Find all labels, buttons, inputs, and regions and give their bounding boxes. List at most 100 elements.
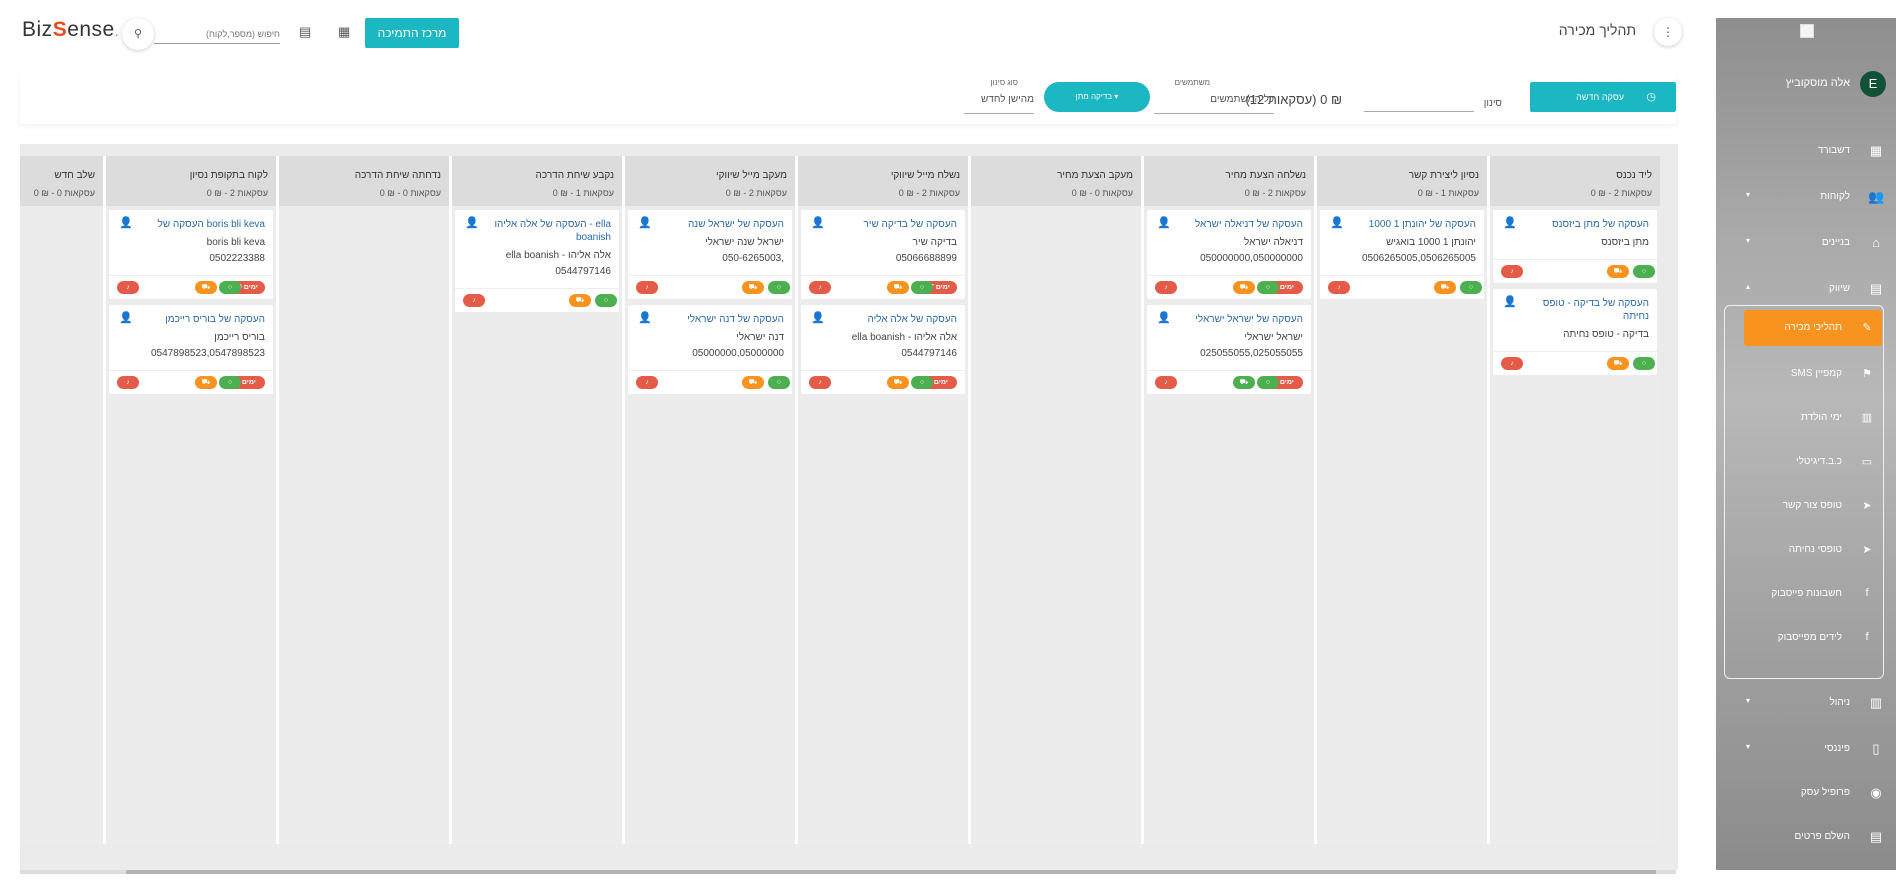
chat-icon[interactable]: ○: [219, 281, 241, 294]
submenu-item-4[interactable]: ➤ טופס צור קשר: [1744, 488, 1882, 524]
deal-title[interactable]: העסקה של יהונתן 1 1000: [1368, 219, 1476, 230]
sort-select[interactable]: מהישן לחדש: [964, 94, 1034, 114]
person-icon: 👤: [119, 217, 133, 229]
bell-icon[interactable]: ♪: [636, 376, 658, 389]
chat-icon[interactable]: ○: [1633, 265, 1655, 278]
sidebar-bottom-item-2[interactable]: ◉ פרופיל עסק: [1716, 776, 1896, 810]
deals-summary: (12 עסקאות) 0 ₪: [1245, 92, 1342, 107]
deal-card[interactable]: 👤 העסקה של בוריס רייכמן בוריס רייכמן 054789…: [109, 305, 273, 394]
deal-card[interactable]: 👤 העסקה של ישראל ישראלי ישראל ישראלי 025055…: [1147, 305, 1311, 394]
cart-icon[interactable]: ⛟: [195, 376, 217, 389]
submenu-item-0[interactable]: ✎ תהליכי מכירה: [1744, 310, 1882, 346]
bell-icon[interactable]: ♪: [809, 281, 831, 294]
deal-card[interactable]: 👤 העסקה של אלה אליהו - ella boanish ella b…: [455, 210, 619, 312]
chat-icon[interactable]: ○: [219, 376, 241, 389]
deal-card[interactable]: 👤 העסקה של בדיקה - טופס נחיתה בדיקה - טופס…: [1493, 289, 1657, 375]
chat-icon[interactable]: ○: [595, 294, 617, 307]
store-icon[interactable]: ▤: [299, 24, 312, 39]
new-deal-button[interactable]: עסקה חדשה ◷: [1530, 82, 1676, 112]
chevron-icon: ▾: [1746, 696, 1751, 705]
sidebar-bottom-item-1[interactable]: ▯ פיננסי ▾: [1716, 732, 1896, 766]
bell-icon[interactable]: ♪: [809, 376, 831, 389]
sidebar-bottom-item-0[interactable]: ▥ ניהול ▾: [1716, 686, 1896, 720]
column-title: מעקב הצעת מחיר: [1057, 170, 1133, 181]
pipeline-select-button[interactable]: בדיקה מתן ▾: [1044, 82, 1150, 112]
chat-icon[interactable]: ○: [768, 281, 790, 294]
cart-icon[interactable]: ⛟: [887, 376, 909, 389]
deal-card[interactable]: 👤 העסקה של דנה ישראלי דנה ישראלי 05000000,0…: [628, 305, 792, 394]
contact-line: 0502223388: [209, 253, 265, 264]
sidebar-bottom-item-3[interactable]: ▤ השלם פרטים: [1716, 820, 1896, 854]
sidebar-item-1[interactable]: 👥 לקוחות ▾: [1716, 180, 1896, 214]
deal-title[interactable]: העסקה של בדיקה שיר: [863, 219, 957, 230]
column-summary: 0 ₪ - 0 עסקאות: [379, 188, 441, 198]
chat-icon[interactable]: ○: [911, 376, 933, 389]
bell-icon[interactable]: ♪: [463, 294, 485, 307]
bell-icon[interactable]: ♪: [636, 281, 658, 294]
sidebar-item-0[interactable]: ▦ דשבורד: [1716, 134, 1896, 168]
person-icon: 👤: [638, 217, 652, 229]
search-input[interactable]: [154, 24, 280, 44]
cart-icon[interactable]: ⛟: [569, 294, 591, 307]
cart-icon[interactable]: ⛟: [1434, 281, 1456, 294]
support-center-button[interactable]: מרכז התמיכה: [365, 18, 459, 48]
deal-card[interactable]: 👤 העסקה של ישראל שנה ישראל שנה ישראלי 050-6…: [628, 210, 792, 299]
user-profile[interactable]: E אלה מוסקוביץ: [1716, 68, 1896, 100]
deal-card[interactable]: 👤 העסקה של דניאלה ישראל דניאלה ישראל 050000…: [1147, 210, 1311, 299]
bell-icon[interactable]: ♪: [117, 376, 139, 389]
deal-title[interactable]: העסקה של בדיקה - טופס נחיתה: [1542, 298, 1649, 322]
submenu-item-6[interactable]: f חשבונות פייסבוק: [1744, 576, 1882, 612]
cart-icon[interactable]: ⛟: [1233, 281, 1255, 294]
chat-icon[interactable]: ○: [1460, 281, 1482, 294]
cart-icon[interactable]: ⛟: [742, 281, 764, 294]
deal-title[interactable]: העסקה של בוריס רייכמן: [165, 314, 265, 325]
submenu-item-2[interactable]: ▥ ימי הולדת: [1744, 400, 1882, 436]
apps-grid-icon[interactable]: ▦: [338, 24, 351, 39]
deal-title[interactable]: העסקה של דניאלה ישראל: [1194, 219, 1303, 230]
deal-card[interactable]: 👤 העסקה של בדיקה שיר בדיקה שיר 05066688899 ♪…: [801, 210, 965, 299]
filter-input[interactable]: [1364, 92, 1474, 112]
submenu-item-7[interactable]: f לידים מפייסבוק: [1744, 620, 1882, 656]
cart-icon[interactable]: ⛟: [1233, 376, 1255, 389]
sidebar-bottom-item-4[interactable]: ▦יומן: [1716, 864, 1896, 870]
chat-icon[interactable]: ○: [1257, 376, 1279, 389]
deal-title[interactable]: העסקה של מתן ביזסנס: [1552, 219, 1649, 230]
sidebar-item-3[interactable]: ▤ שיווק ▴: [1716, 272, 1896, 306]
deal-card[interactable]: 👤 העסקה של יהונתן 1 1000 יהונתן 1 1000 בוא…: [1320, 210, 1484, 299]
deal-title[interactable]: העסקה של דנה ישראלי: [687, 314, 784, 325]
submenu-item-3[interactable]: ▭ כ.ב.דיגיטלי: [1744, 444, 1882, 480]
bell-icon[interactable]: ♪: [1501, 265, 1523, 278]
deal-title[interactable]: העסקה של ישראל שנה: [687, 219, 784, 230]
cart-icon[interactable]: ⛟: [1607, 265, 1629, 278]
cart-icon[interactable]: ⛟: [887, 281, 909, 294]
chat-icon[interactable]: ○: [911, 281, 933, 294]
chat-icon[interactable]: ○: [1633, 357, 1655, 370]
chat-icon[interactable]: ○: [768, 376, 790, 389]
submenu-item-5[interactable]: ➤ טופסי נחיתה: [1744, 532, 1882, 568]
cart-icon[interactable]: ⛟: [742, 376, 764, 389]
search-icon[interactable]: ⚲: [122, 18, 154, 50]
deal-card[interactable]: 👤 העסקה של אלה אליה ella boanish - אלה אלי…: [801, 305, 965, 394]
more-options-icon[interactable]: ⋮: [1654, 18, 1682, 46]
deal-title[interactable]: העסקה של ישראל ישראלי: [1195, 314, 1303, 325]
scrollbar-thumb[interactable]: [126, 870, 1656, 874]
submenu-item-1[interactable]: ⚑ SMS קמפיין: [1744, 356, 1882, 392]
card-divider: [109, 370, 273, 371]
bell-icon[interactable]: ♪: [117, 281, 139, 294]
submenu-item-label: לידים מפייסבוק: [1777, 632, 1842, 643]
chat-icon[interactable]: ○: [1257, 281, 1279, 294]
users-select[interactable]: כל המשתמשים: [1154, 94, 1274, 114]
sidebar-item-2[interactable]: ⌂ בניינים ▾: [1716, 226, 1896, 260]
deal-title[interactable]: העסקה של boris bli keva: [157, 219, 265, 230]
cart-icon[interactable]: ⛟: [1607, 357, 1629, 370]
bell-icon[interactable]: ♪: [1155, 281, 1177, 294]
deal-card[interactable]: 👤 העסקה של boris bli keva boris bli keva 05…: [109, 210, 273, 299]
cart-icon[interactable]: ⛟: [195, 281, 217, 294]
bell-icon[interactable]: ♪: [1155, 376, 1177, 389]
brand-logo[interactable]: BizSense.: [22, 18, 120, 41]
deal-card[interactable]: 👤 העסקה של מתן ביזסנס מתן ביזסנס ♪ ○ ⛟: [1493, 210, 1657, 283]
deal-title[interactable]: העסקה של אלה אליה: [867, 314, 957, 325]
deal-title[interactable]: העסקה של אלה אליהו - ella boanish: [494, 219, 611, 243]
bell-icon[interactable]: ♪: [1501, 357, 1523, 370]
bell-icon[interactable]: ♪: [1328, 281, 1350, 294]
